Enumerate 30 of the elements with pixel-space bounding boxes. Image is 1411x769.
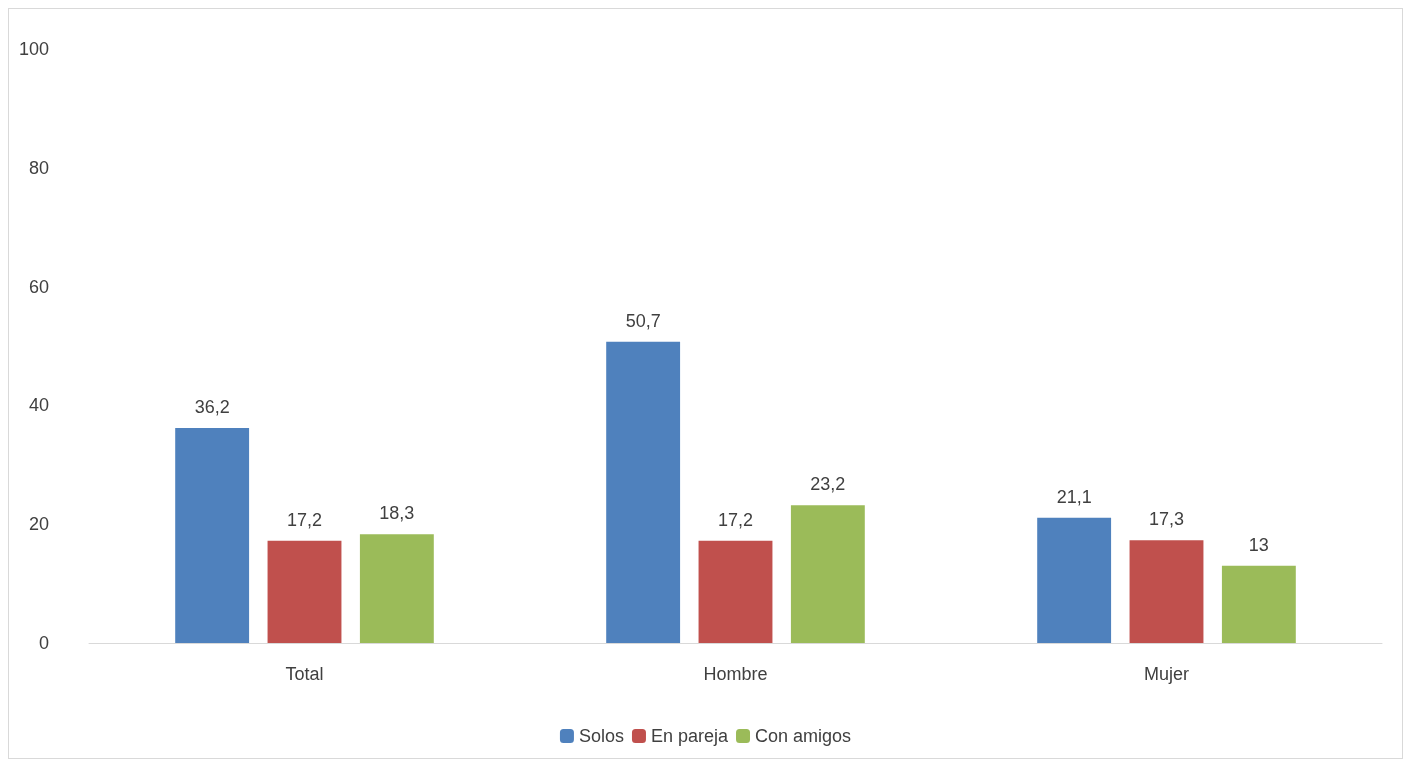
y-tick-label: 20 [28, 514, 49, 535]
data-label: 17,3 [1148, 509, 1185, 530]
data-label: 18,3 [379, 503, 415, 524]
legend-label: En pareja [650, 726, 730, 746]
data-label: 17,2 [717, 509, 754, 530]
y-tick-label: 80 [28, 157, 49, 178]
y-tick-label: 40 [28, 395, 49, 416]
y-tick-label: 60 [28, 276, 49, 297]
data-label: 23,2 [810, 474, 846, 495]
bar [175, 427, 250, 643]
data-label: 13 [1248, 534, 1269, 555]
bar [267, 540, 342, 643]
y-tick-label: 0 [38, 633, 49, 653]
x-tick-label: Hombre [703, 664, 768, 684]
bar [606, 341, 681, 643]
data-label: 50,7 [625, 310, 661, 331]
x-tick-label: Mujer [1143, 664, 1190, 684]
y-tick-label: 100 [18, 39, 49, 59]
data-label: 21,1 [1056, 486, 1092, 507]
bar [1037, 517, 1112, 643]
data-label: 36,2 [194, 396, 230, 417]
bar [359, 534, 434, 643]
x-tick-label: Total [285, 664, 324, 684]
data-label: 17,2 [286, 509, 323, 530]
bar [1221, 565, 1296, 643]
bar [698, 540, 773, 643]
legend-label: Solos [578, 726, 624, 746]
bar [1129, 540, 1204, 643]
bar [790, 505, 865, 643]
legend-label: Con amigos [755, 726, 852, 746]
